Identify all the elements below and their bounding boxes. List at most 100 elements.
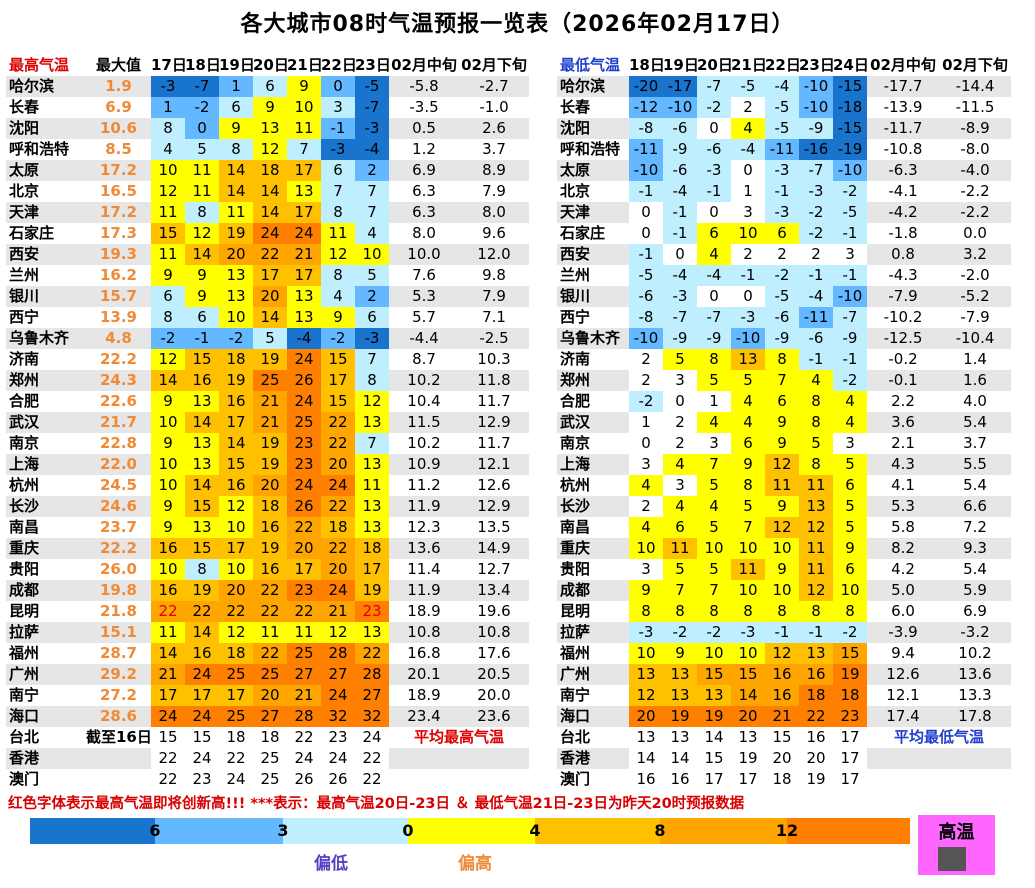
decade-average: 7.9 [482,182,506,200]
max-value: 19.3 [86,244,151,265]
temperature-cell: 11 [151,202,185,223]
temperature-cell: 0 [629,433,663,454]
decade-average: 0.8 [867,244,939,265]
min-table-row: 台北 13 13 14 13 15 16 17 平均最低气温 [557,727,1011,748]
max-header-cell: 最高气温 [9,56,70,74]
min-table-row: 福州 10 9 10 10 12 13 15 9.4 10.2 [557,643,1011,664]
temperature-cell: 9 [151,391,185,412]
temperature-cell: 6 [833,559,867,580]
decade-average: 1.6 [939,370,1011,391]
decade-average: -10.4 [939,328,1011,349]
temperature-cell: -15 [833,118,867,139]
decade-average: 11.9 [389,580,459,601]
temperature-cell: 24 [287,391,321,412]
temperature-cell: -2 [185,97,219,118]
temperature-cell: -5 [765,118,799,139]
city-name: 长春 [9,98,40,116]
decade-average: -5.8 [389,76,459,97]
temperature-cell: 4 [321,286,355,307]
temperature-cell: 5 [731,370,765,391]
temperature-cell: -9 [697,328,731,349]
temperature-cell: 25 [260,749,280,767]
temperature-cell: 11 [185,181,219,202]
decade-average: 3.6 [867,412,939,433]
temperature-cell: 28 [355,664,389,685]
temperature-cell: 19 [738,749,758,767]
temperature-cell: -6 [629,286,663,307]
city-name: 银川 [557,286,629,307]
temperature-cell: -3 [731,307,765,328]
temperature-cell: 1 [731,181,765,202]
min-table-row: 重庆 10 11 10 10 10 11 9 8.2 9.3 [557,538,1011,559]
temperature-cell: 7 [355,202,389,223]
decade-average: 10.8 [389,622,459,643]
temperature-cell: 24 [287,349,321,370]
temperature-cell: -9 [663,139,697,160]
decade-average: 4.0 [963,392,987,410]
decade-average: 8.0 [459,202,529,223]
city-name: 广州 [6,664,86,685]
temperature-cell: 10 [765,580,799,601]
temperature-cell: -6 [663,160,697,181]
city-name: 太原 [557,160,629,181]
temperature-cell: 2 [731,244,765,265]
min-table-row: 长沙 2 4 4 5 9 13 5 5.3 6.6 [557,496,1011,517]
max-table-row: 北京 16.5 12 11 14 14 13 7 7 6.3 7.9 [6,181,529,202]
temperature-cell: 13 [636,728,656,746]
temperature-cell: 0 [731,160,765,181]
max-value: 1.9 [86,76,151,97]
temperature-cell: 17 [219,538,253,559]
max-header-cell: 22日 [321,56,355,74]
min-table-row: 澳门 16 16 17 17 18 19 17 [557,769,1011,790]
min-average-note: 平均最低气温 [893,728,984,746]
decade-average: 13.6 [939,664,1011,685]
temperature-cell: 5 [799,433,833,454]
temperature-cell: 16 [253,559,287,580]
temperature-cell: 15 [192,728,212,746]
temperature-cell: 2 [629,496,663,517]
min-header-cell: 23日 [799,56,833,74]
decade-average: 23.4 [389,706,459,727]
decade-average: 2.2 [891,392,915,410]
max-value [86,748,151,769]
color-legend: 6 3 0 4 8 12 [30,818,910,844]
max-table-row: 石家庄 17.3 15 12 19 24 24 11 4 8.0 9.6 [6,223,529,244]
min-table-row: 西宁 -8 -7 -7 -3 -6 -11 -7 -10.2 -7.9 [557,307,1011,328]
temperature-cell: 5 [697,370,731,391]
temperature-cell: -3 [697,160,731,181]
max-header-cell: 20日 [253,56,287,74]
temperature-cell: 24 [287,223,321,244]
temperature-cell: 25 [219,706,253,727]
temperature-cell: 22 [253,601,287,622]
hot-swatch [938,847,966,871]
temperature-cell: -9 [833,328,867,349]
max-table-row: 银川 15.7 6 9 13 20 13 4 2 5.3 7.9 [6,286,529,307]
max-value: 17.3 [99,224,137,242]
temperature-cell: 13 [355,517,389,538]
min-header-cell: 最低气温 [560,56,621,74]
temperature-cell: 17 [287,265,321,286]
temperature-cell: 17 [219,685,253,706]
temperature-cell: 9 [321,307,355,328]
city-name: 昆明 [560,602,591,620]
decade-average: 5.3 [389,286,459,307]
temperature-cell: 5 [663,349,697,370]
temperature-cell: 10 [151,160,185,181]
temperature-cell: 13 [287,307,321,328]
decade-average: -12.5 [867,328,939,349]
temperature-cell: -10 [629,328,663,349]
max-temperature-table: 最高气温 最大值 17日 18日 19日 20日 21日 22日 23日 02月中旬 02月下旬 哈尔… [6,55,529,790]
temperature-cell: 22 [151,601,185,622]
temperature-cell: 12 [765,454,799,475]
temperature-cell: -7 [185,76,219,97]
temperature-cell: 13 [670,728,690,746]
city-name: 香港 [6,748,86,769]
min-table-row: 南宁 12 13 13 14 16 18 18 12.1 13.3 [557,685,1011,706]
decade-average: -3.2 [939,622,1011,643]
decade-average: 5.3 [867,496,939,517]
decade-average: 12.1 [886,686,920,704]
decade-average: 8.0 [412,224,436,242]
temperature-cell: 13 [185,454,219,475]
temperature-cell: 15 [833,643,867,664]
max-table-row: 重庆 22.2 16 15 17 19 20 22 18 13.6 14.9 [6,538,529,559]
